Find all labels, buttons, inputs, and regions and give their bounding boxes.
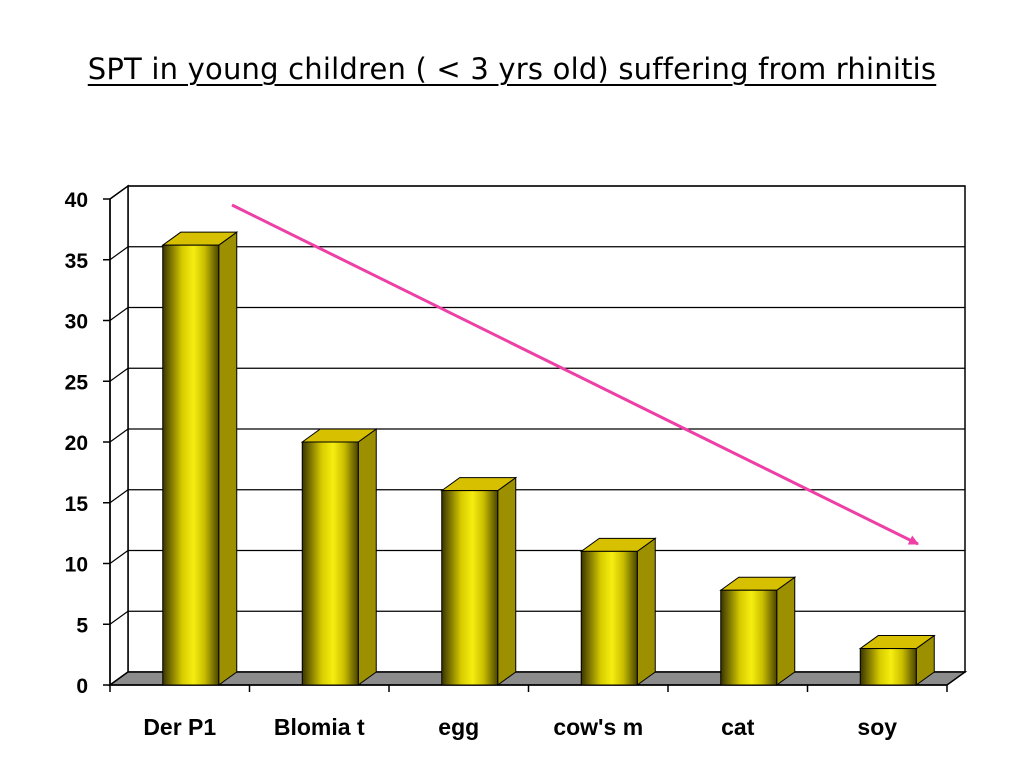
x-category-label: cat	[721, 714, 755, 740]
y-tick-label: 25	[65, 371, 89, 394]
gridline-side	[109, 610, 129, 625]
gridline-side	[109, 307, 129, 321]
bar-side	[636, 537, 656, 686]
y-tick-label: 5	[76, 614, 88, 637]
y-tick-label: 20	[65, 432, 88, 455]
gridline-side	[109, 246, 129, 261]
floor	[107, 671, 968, 686]
gridline-side	[109, 367, 129, 382]
y-tick-label: 40	[65, 189, 88, 212]
bar	[858, 634, 936, 686]
y-tick-label: 30	[65, 311, 88, 334]
bar-side	[776, 576, 796, 686]
gridline-side	[109, 489, 129, 504]
chart-walls	[107, 184, 968, 687]
gridline-side	[109, 185, 129, 200]
y-tick-label: 10	[65, 554, 88, 577]
x-category-label: egg	[438, 714, 479, 740]
bar-front	[580, 550, 638, 686]
x-category-label: Blomia t	[274, 714, 365, 740]
y-tick-label: 15	[65, 493, 89, 516]
x-category-label: cow's m	[553, 714, 643, 740]
bar-front	[301, 441, 359, 686]
x-category-label: Der P1	[143, 714, 216, 740]
bar-front	[162, 244, 220, 686]
x-axis: Der P1 Blomia t egg cow's m cat soy	[109, 684, 948, 740]
y-tick-label: 0	[76, 675, 88, 698]
bar-front	[859, 648, 917, 686]
gridlines	[109, 185, 965, 625]
bar	[579, 537, 657, 686]
y-axis: 0 5 10 15 20 25 30 35 40	[65, 189, 111, 698]
bar	[440, 476, 518, 686]
annotations	[231, 203, 919, 546]
bar	[300, 428, 378, 686]
bar-side	[357, 428, 377, 686]
bars	[161, 231, 936, 686]
bar-side	[497, 476, 517, 686]
bar-side	[218, 231, 238, 686]
bar-front	[720, 589, 778, 686]
gridline-side	[109, 550, 129, 564]
y-tick-label: 35	[65, 250, 89, 273]
slide-title: SPT in young children ( < 3 yrs old) suf…	[87, 52, 937, 86]
bar-front	[441, 490, 499, 686]
x-category-label: soy	[857, 714, 897, 740]
gridline-side	[109, 428, 129, 443]
bar	[719, 576, 797, 686]
bar	[161, 231, 239, 686]
trend-arrow	[231, 203, 919, 546]
